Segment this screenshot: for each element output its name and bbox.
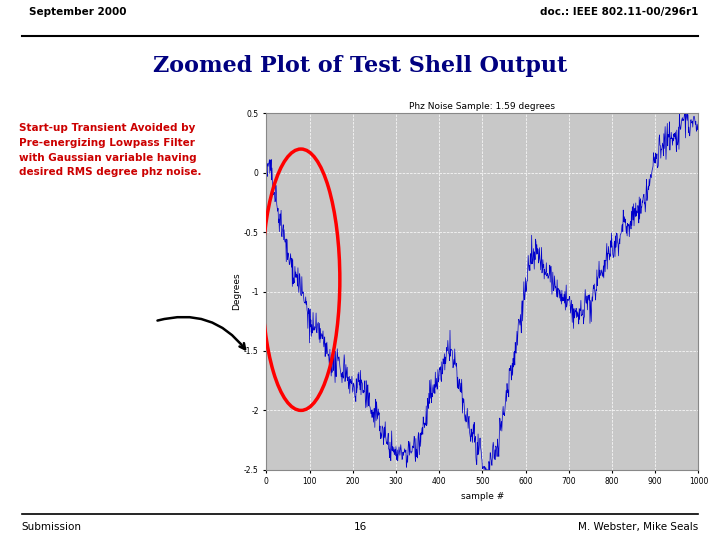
- Text: 16: 16: [354, 522, 366, 532]
- Text: Start-up Transient Avoided by
Pre-energizing Lowpass Filter
with Gaussian variab: Start-up Transient Avoided by Pre-energi…: [19, 123, 202, 177]
- Text: doc.: IEEE 802.11-00/296r1: doc.: IEEE 802.11-00/296r1: [540, 7, 698, 17]
- Title: Phz Noise Sample: 1.59 degrees: Phz Noise Sample: 1.59 degrees: [410, 102, 555, 111]
- Text: Zoomed Plot of Test Shell Output: Zoomed Plot of Test Shell Output: [153, 55, 567, 77]
- Text: Submission: Submission: [22, 522, 81, 532]
- Text: September 2000: September 2000: [29, 7, 126, 17]
- Y-axis label: Degrees: Degrees: [232, 273, 241, 310]
- X-axis label: sample #: sample #: [461, 492, 504, 501]
- Text: M. Webster, Mike Seals: M. Webster, Mike Seals: [578, 522, 698, 532]
